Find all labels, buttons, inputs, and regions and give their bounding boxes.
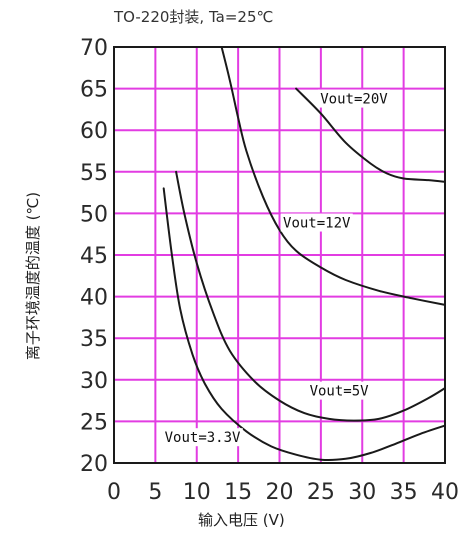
y-tick-label: 35 [80,327,108,352]
x-tick-label: 40 [431,480,459,505]
curves [162,46,446,462]
plot-frame [113,46,446,464]
series-line-vout-5v [175,170,446,422]
series-line-vout-3-3v [162,187,446,462]
plot-border [113,46,446,464]
y-tick-label: 25 [80,410,108,435]
y-tick-label: 40 [80,286,108,311]
curve-labels: Vout=20V Vout=12V Vout=5V Vout=3.3V [162,89,390,447]
curve-label-backing [280,213,353,232]
curve-label-backing [162,428,243,447]
grid [113,46,446,464]
y-tick-label: 30 [80,369,108,394]
x-tick-label: 35 [390,480,418,505]
y-tick-label: 55 [80,161,108,186]
x-tick-label: 20 [266,480,294,505]
chart-title: TO-220封装, Ta=25℃ [113,8,273,26]
curve-label-vout-20v: Vout=20V [320,92,388,108]
x-tick-label: 15 [224,480,252,505]
x-tick-label: 25 [307,480,335,505]
x-tick-label: 0 [107,480,121,505]
tick-labels: 20 25 30 35 40 45 50 55 60 65 70 0 5 10 15 20 25 30 35 40 [80,36,459,505]
curve-label-vout-5v: Vout=5V [310,384,370,400]
curve-label-vout-3-3v: Vout=3.3V [165,430,241,446]
y-tick-label: 65 [80,78,108,103]
series-line-vout-12v [220,46,446,306]
curve-label-backing [307,381,371,400]
x-tick-label: 10 [183,480,211,505]
y-tick-label: 45 [80,244,108,269]
y-tick-label: 50 [80,202,108,227]
curve-label-backing [317,89,390,108]
curve-label-vout-12v: Vout=12V [283,216,351,232]
series-line-vout-20v [295,87,446,183]
y-tick-label: 70 [80,36,108,61]
x-axis-label: 输入电压 (V) [198,511,285,529]
x-tick-label: 5 [148,480,162,505]
x-tick-label: 30 [348,480,376,505]
y-tick-label: 60 [80,119,108,144]
y-tick-label: 20 [80,452,108,477]
y-axis-label: 离子环境温度的温度 (℃) [24,192,42,360]
